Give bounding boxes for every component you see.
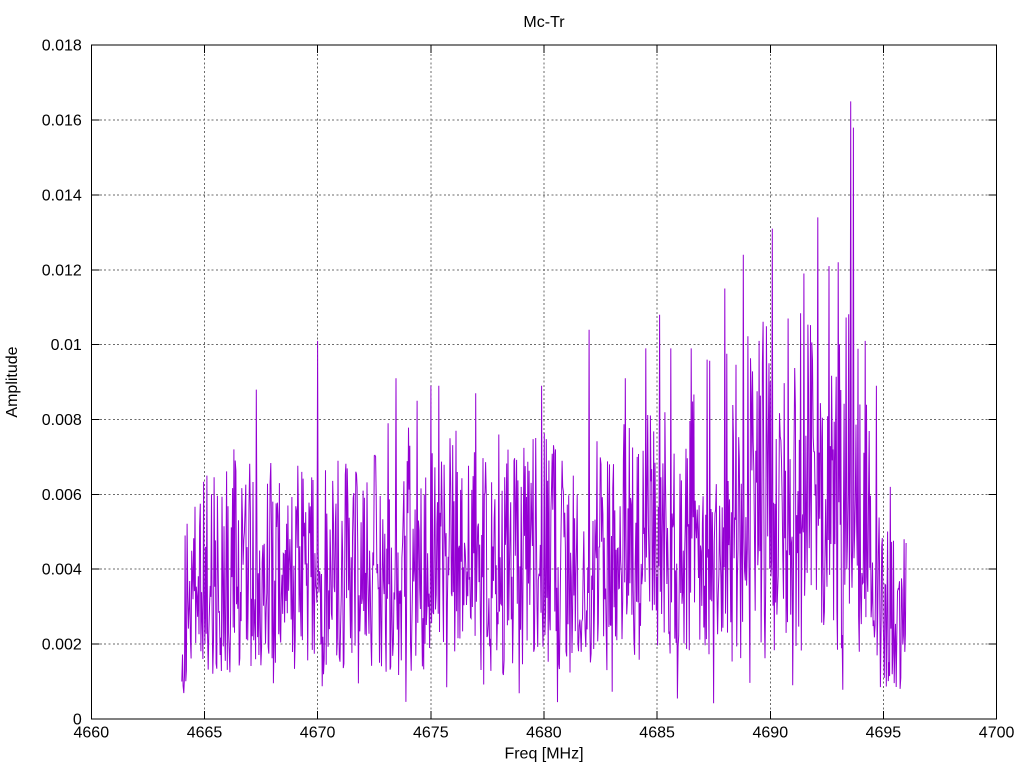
svg-text:Amplitude: Amplitude [4,346,21,417]
svg-text:0.016: 0.016 [42,113,82,130]
svg-text:4660: 4660 [74,725,110,742]
svg-text:4680: 4680 [526,725,562,742]
svg-text:Freq [MHz]: Freq [MHz] [504,746,583,763]
svg-text:4700: 4700 [979,725,1015,742]
svg-text:0.004: 0.004 [42,562,82,579]
svg-text:4675: 4675 [413,725,449,742]
svg-text:0: 0 [73,711,82,728]
svg-text:0.006: 0.006 [42,487,82,504]
svg-text:0.018: 0.018 [42,38,82,55]
svg-text:4685: 4685 [639,725,675,742]
svg-text:Mc-Tr: Mc-Tr [523,14,565,31]
svg-text:4670: 4670 [300,725,336,742]
svg-text:0.01: 0.01 [51,337,82,354]
svg-text:0.008: 0.008 [42,412,82,429]
svg-text:0.012: 0.012 [42,262,82,279]
svg-text:0.014: 0.014 [42,187,82,204]
svg-text:4695: 4695 [866,725,902,742]
svg-text:0.002: 0.002 [42,637,82,654]
svg-text:4690: 4690 [753,725,789,742]
svg-text:4665: 4665 [187,725,223,742]
